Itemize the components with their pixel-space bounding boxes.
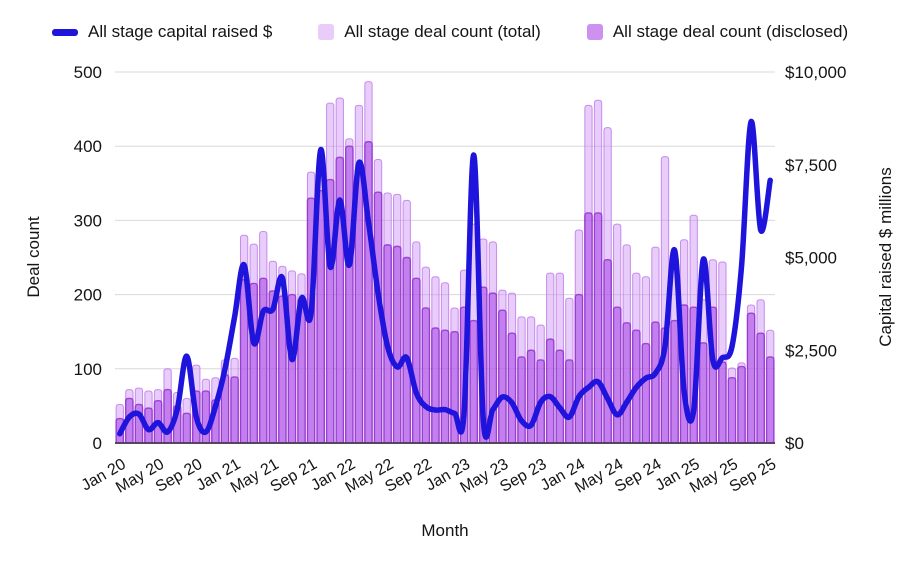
bar (545, 338, 555, 444)
y-left-tick-label: 500 (74, 63, 102, 82)
bar (593, 212, 603, 444)
legend-item-capital-raised: All stage capital raised $ (52, 22, 272, 42)
capital-raised-line-swatch-icon (52, 28, 78, 36)
y-left-tick-label: 300 (74, 211, 102, 230)
y-right-tick-label: $10,000 (785, 63, 846, 82)
bar (411, 277, 421, 444)
chart-legend: All stage capital raised $ All stage dea… (52, 22, 848, 42)
bar (651, 321, 660, 444)
legend-item-deal-count-total: All stage deal count (total) (318, 22, 541, 42)
bar (258, 277, 268, 444)
bar (765, 356, 775, 444)
bar (498, 309, 507, 444)
y-right-tick-label: $5,000 (785, 249, 837, 268)
bar (698, 342, 708, 444)
y-left-tick-label: 0 (93, 434, 102, 453)
legend-label: All stage capital raised $ (88, 22, 273, 41)
y-right-tick-label: $0 (785, 434, 804, 453)
bar (402, 256, 412, 444)
bar (564, 359, 574, 444)
y-right-tick-label: $7,500 (785, 156, 837, 175)
bar (469, 319, 479, 444)
deal-count-total-swatch-icon (318, 24, 335, 40)
bar (641, 342, 651, 444)
bar (344, 145, 354, 444)
bar (517, 356, 526, 444)
x-axis-title: Month (421, 521, 469, 540)
bar (670, 319, 679, 444)
legend-label: All stage deal count (total) (344, 22, 541, 41)
bar (373, 191, 383, 444)
y-left-tick-label: 100 (74, 360, 102, 379)
bar (201, 390, 211, 444)
bar (574, 293, 584, 444)
bar (622, 322, 632, 444)
bar (603, 259, 612, 444)
bar (746, 312, 756, 444)
bar (737, 365, 746, 444)
bar (584, 212, 593, 444)
y-right-tick-label: $2,500 (785, 341, 837, 360)
bar (756, 332, 766, 444)
y-left-tick-label: 200 (74, 286, 102, 305)
bar (727, 377, 737, 444)
bar (163, 388, 172, 444)
bar (718, 361, 727, 444)
deal-count-disclosed-swatch-icon (586, 24, 603, 40)
capital-raised-line (117, 118, 773, 440)
bar (507, 332, 517, 444)
bar (392, 245, 402, 444)
bar (421, 307, 431, 444)
legend-label: All stage deal count (disclosed) (612, 22, 849, 41)
bar (182, 412, 192, 444)
bar (612, 306, 622, 444)
bar (431, 327, 440, 444)
bar (230, 376, 239, 444)
legend-item-deal-count-disclosed: All stage deal count (disclosed) (586, 22, 849, 42)
bar (440, 329, 450, 444)
bar (555, 349, 565, 444)
y-left-tick-label: 400 (74, 137, 102, 156)
